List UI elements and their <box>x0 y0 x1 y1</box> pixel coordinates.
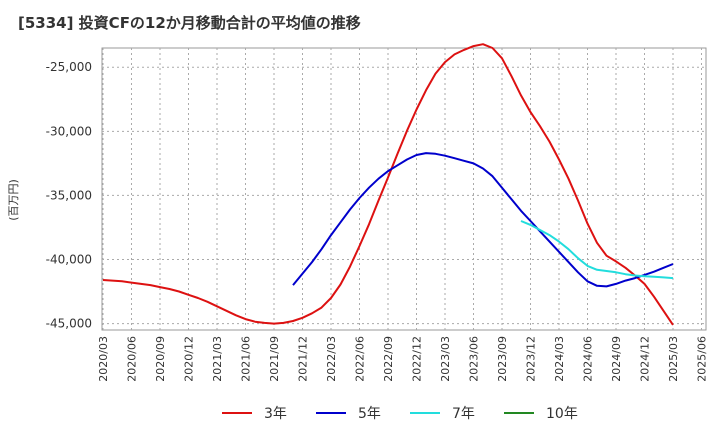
grid-lines <box>102 48 706 330</box>
x-tick-label: 2020/03 <box>97 336 110 382</box>
x-tick-label: 2020/06 <box>126 336 139 382</box>
legend-label-0: 3年 <box>264 406 287 422</box>
series-lines <box>102 43 674 326</box>
chart-title: [5334] 投資CFの12か月移動合計の平均値の推移 <box>18 14 361 32</box>
legend-label-3: 10年 <box>546 406 578 422</box>
x-tick-label: 2020/12 <box>183 336 196 382</box>
plot-area <box>101 47 707 331</box>
y-tick-label: -25,000 <box>46 60 92 74</box>
y-axis-label: (百万円) <box>7 179 20 221</box>
y-tick-label: -40,000 <box>46 253 92 267</box>
x-tick-label: 2022/06 <box>354 336 367 382</box>
x-tick-label: 2025/06 <box>696 336 709 382</box>
x-tick-label: 2022/09 <box>382 336 395 382</box>
x-tick-label: 2024/06 <box>582 336 595 382</box>
x-tick-label: 2023/12 <box>525 336 538 382</box>
x-tick-label: 2021/09 <box>268 336 281 382</box>
x-tick-label: 2021/12 <box>297 336 310 382</box>
x-tick-label: 2022/12 <box>411 336 424 382</box>
x-tick-label: 2022/03 <box>325 336 338 382</box>
series-line-2 <box>520 220 674 280</box>
legend-label-2: 7年 <box>452 406 475 422</box>
x-tick-label: 2024/03 <box>553 336 566 382</box>
x-tick-label: 2020/09 <box>154 336 167 382</box>
x-tick-label: 2025/03 <box>667 336 680 382</box>
y-tick-label: -45,000 <box>46 317 92 331</box>
y-tick-label: -30,000 <box>46 124 92 138</box>
x-tick-label: 2024/09 <box>610 336 623 382</box>
series-line-1 <box>292 152 674 288</box>
x-tick-label: 2023/09 <box>496 336 509 382</box>
legend-label-1: 5年 <box>358 406 381 422</box>
x-tick-label: 2023/03 <box>439 336 452 382</box>
x-tick-label: 2023/06 <box>468 336 481 382</box>
x-tick-label: 2021/06 <box>240 336 253 382</box>
y-axis-ticks: -25,000 -30,000 -35,000 -40,000 -45,000 <box>46 60 92 330</box>
x-tick-label: 2021/03 <box>211 336 224 382</box>
x-axis-ticks: 2020/03 2020/06 2020/09 2020/12 2021/03 2021/… <box>97 336 709 382</box>
y-tick-label: -35,000 <box>46 188 92 202</box>
x-tick-label: 2024/12 <box>639 336 652 382</box>
series-line-0 <box>102 43 674 326</box>
legend: 3年 5年 7年 10年 <box>222 406 578 422</box>
